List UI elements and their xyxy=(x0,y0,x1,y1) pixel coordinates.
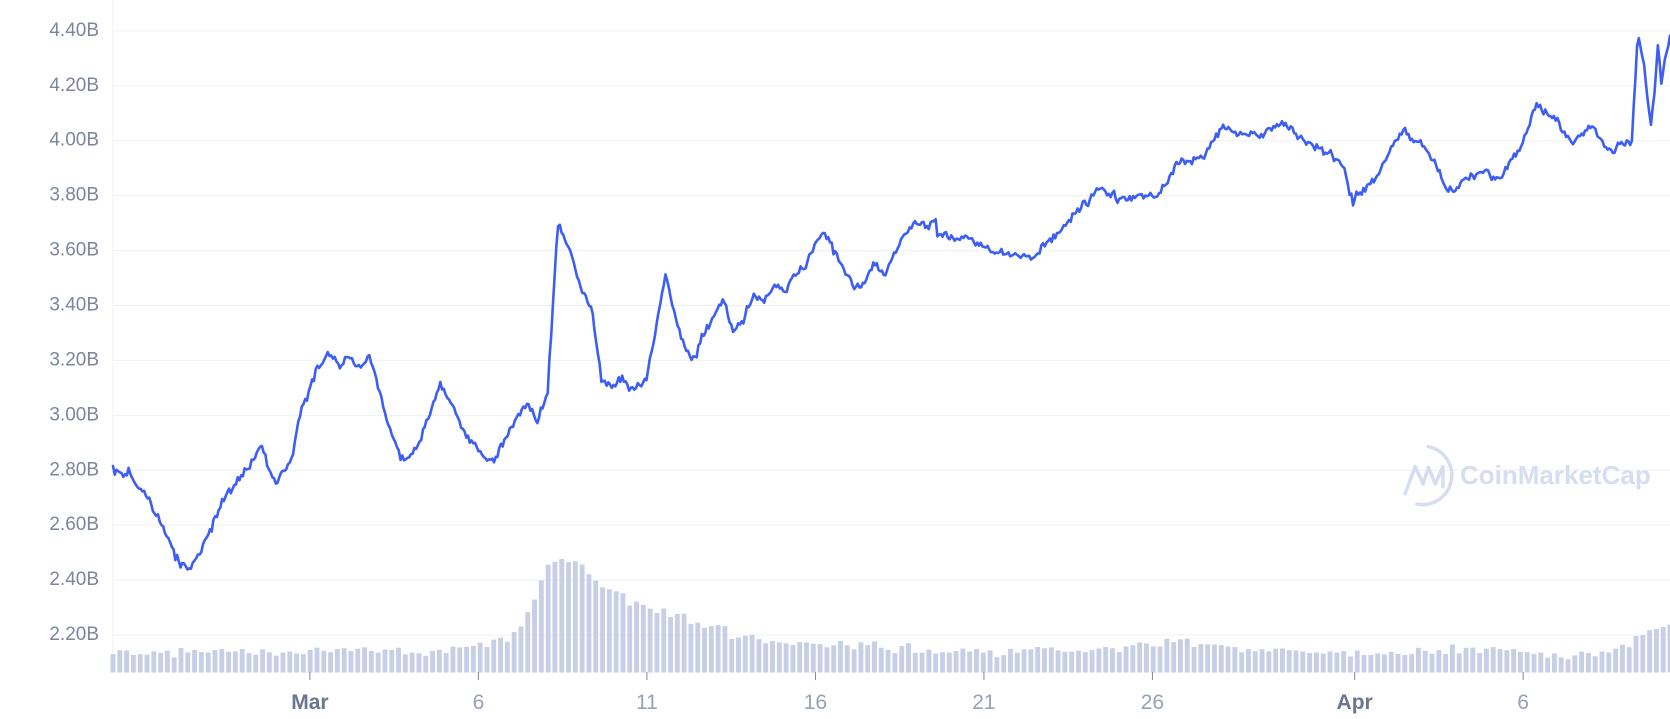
svg-text:6: 6 xyxy=(473,691,485,714)
svg-text:3.40B: 3.40B xyxy=(49,294,99,315)
svg-text:11: 11 xyxy=(636,691,658,714)
svg-text:Mar: Mar xyxy=(291,691,328,714)
svg-text:6: 6 xyxy=(1517,691,1529,714)
svg-text:3.20B: 3.20B xyxy=(49,349,99,370)
svg-text:4.40B: 4.40B xyxy=(49,20,99,41)
svg-text:2.60B: 2.60B xyxy=(49,514,99,535)
svg-text:3.60B: 3.60B xyxy=(49,240,99,261)
svg-text:Apr: Apr xyxy=(1337,691,1373,714)
svg-text:2.80B: 2.80B xyxy=(49,459,99,480)
svg-text:21: 21 xyxy=(972,691,995,714)
svg-text:16: 16 xyxy=(804,691,827,714)
svg-text:2.20B: 2.20B xyxy=(49,624,99,645)
svg-text:26: 26 xyxy=(1141,691,1164,714)
svg-text:4.20B: 4.20B xyxy=(49,75,99,96)
svg-text:CoinMarketCap: CoinMarketCap xyxy=(1460,460,1651,490)
svg-text:4.00B: 4.00B xyxy=(49,130,99,151)
svg-text:3.80B: 3.80B xyxy=(49,185,99,206)
svg-text:2.40B: 2.40B xyxy=(49,569,99,590)
svg-text:3.00B: 3.00B xyxy=(49,404,99,425)
